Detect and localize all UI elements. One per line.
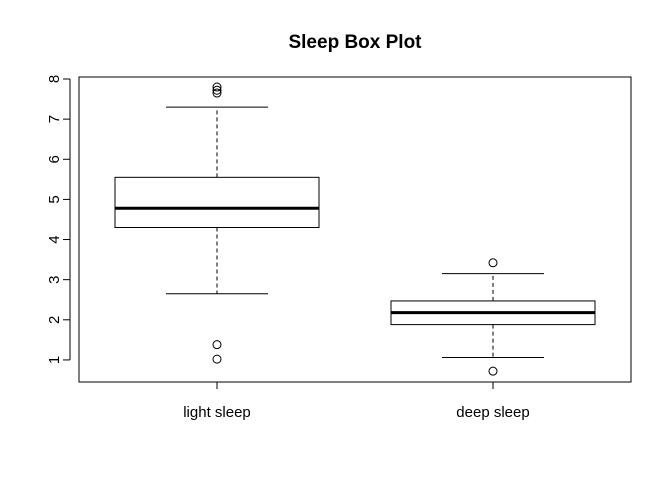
x-category-label: deep sleep bbox=[456, 404, 529, 421]
y-tick-label: 8 bbox=[46, 75, 63, 83]
outlier-point bbox=[488, 258, 498, 268]
box-light-sleep bbox=[114, 82, 320, 364]
interquartile-box bbox=[114, 176, 320, 228]
plot-area bbox=[114, 82, 596, 376]
outlier-point bbox=[212, 82, 222, 92]
x-axis-labels: light sleep deep sleep bbox=[183, 382, 530, 421]
y-tick-label: 3 bbox=[46, 275, 63, 283]
box-deep-sleep bbox=[390, 258, 596, 376]
outlier-point bbox=[212, 340, 222, 350]
outlier-point bbox=[488, 366, 498, 376]
outlier-point bbox=[212, 85, 222, 95]
y-tick-label: 4 bbox=[46, 235, 63, 243]
y-tick-label: 5 bbox=[46, 195, 63, 203]
plot-frame bbox=[78, 76, 632, 383]
y-tick-label: 1 bbox=[46, 356, 63, 364]
y-axis: 1 2 3 4 5 6 7 8 bbox=[46, 75, 71, 364]
y-tick-label: 2 bbox=[46, 316, 63, 324]
x-category-label: light sleep bbox=[183, 404, 251, 421]
outlier-point bbox=[212, 354, 222, 364]
y-tick-label: 6 bbox=[46, 155, 63, 163]
y-tick-label: 7 bbox=[46, 115, 63, 123]
outlier-point bbox=[212, 88, 222, 98]
chart-title: Sleep Box Plot bbox=[288, 32, 422, 53]
